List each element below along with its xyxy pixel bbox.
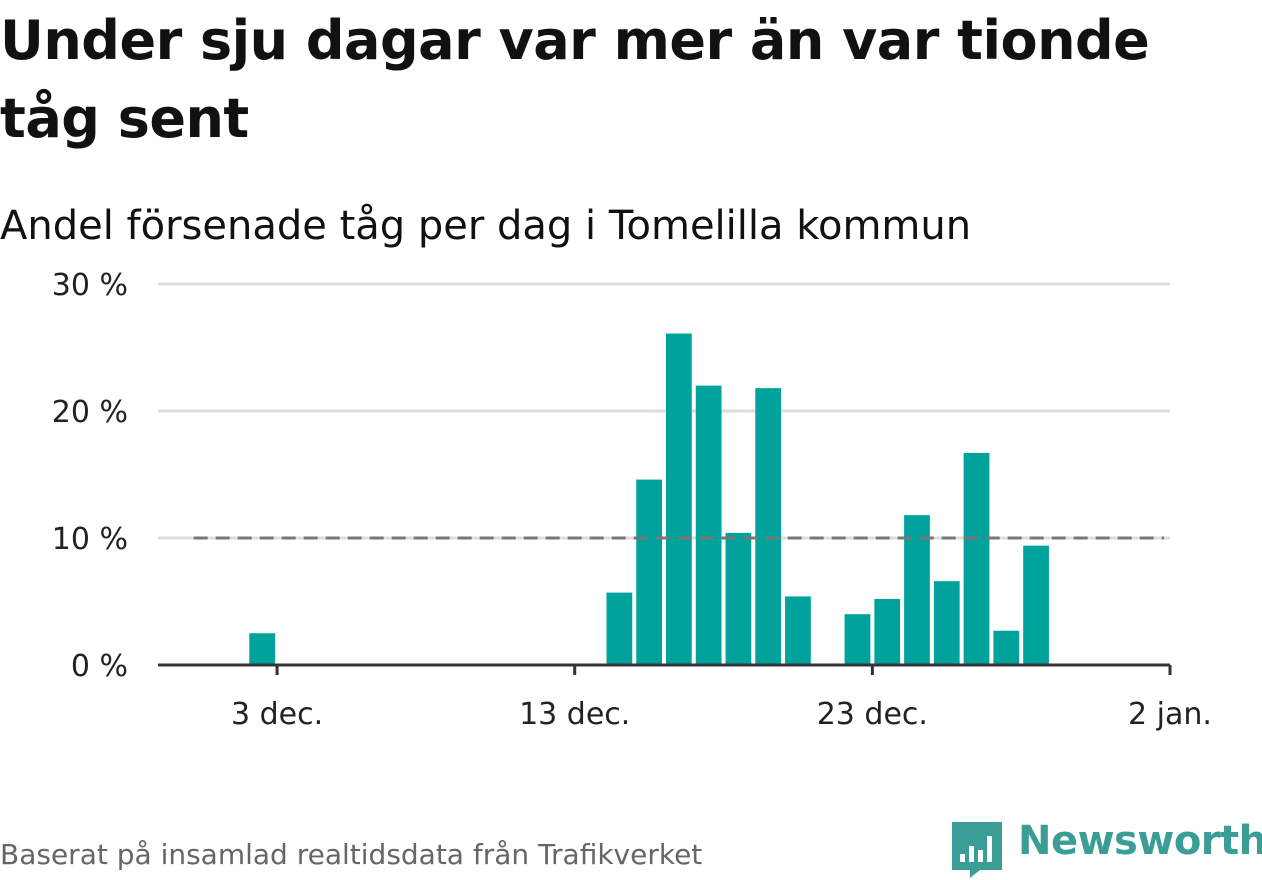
- bar: [666, 333, 692, 665]
- bar: [844, 614, 871, 665]
- bar: [606, 592, 633, 665]
- bar: [933, 581, 960, 665]
- bar: [993, 630, 1020, 665]
- bar: [636, 479, 662, 665]
- chart-subtitle: Andel försenade tåg per dag i Tomelilla …: [0, 203, 972, 249]
- brand-name: Newsworthy: [1018, 818, 1262, 864]
- y-tick-label: 30 %: [52, 268, 128, 303]
- bar: [755, 388, 782, 665]
- bar: [963, 452, 990, 665]
- bar: [725, 532, 752, 665]
- x-tick-label: 13 dec.: [519, 697, 630, 732]
- chart-title: Under sju dagar var mer än var tionde tå…: [0, 9, 1150, 150]
- bar: [904, 515, 930, 665]
- x-tick-label: 2 jan.: [1128, 697, 1212, 732]
- x-tick-label: 23 dec.: [817, 697, 928, 732]
- bar: [695, 385, 722, 665]
- newsworthy-logo-icon: [952, 822, 1002, 878]
- y-tick-label: 10 %: [52, 522, 128, 557]
- bar: [874, 598, 901, 665]
- bar: [249, 633, 276, 665]
- y-tick-label: 0 %: [71, 649, 128, 684]
- x-tick-label: 3 dec.: [231, 697, 323, 732]
- y-tick-label: 20 %: [52, 395, 128, 430]
- bar: [1023, 545, 1049, 665]
- bar: [785, 596, 811, 665]
- bar-chart: 0 % 10 % 20 % 30 % 3 dec. 13 dec. 23 dec. 2 jan…: [52, 268, 1212, 732]
- source-note: Baserat på insamlad realtidsdata från Tr…: [0, 838, 703, 871]
- brand-logo[interactable]: Newsworthy: [950, 818, 1262, 878]
